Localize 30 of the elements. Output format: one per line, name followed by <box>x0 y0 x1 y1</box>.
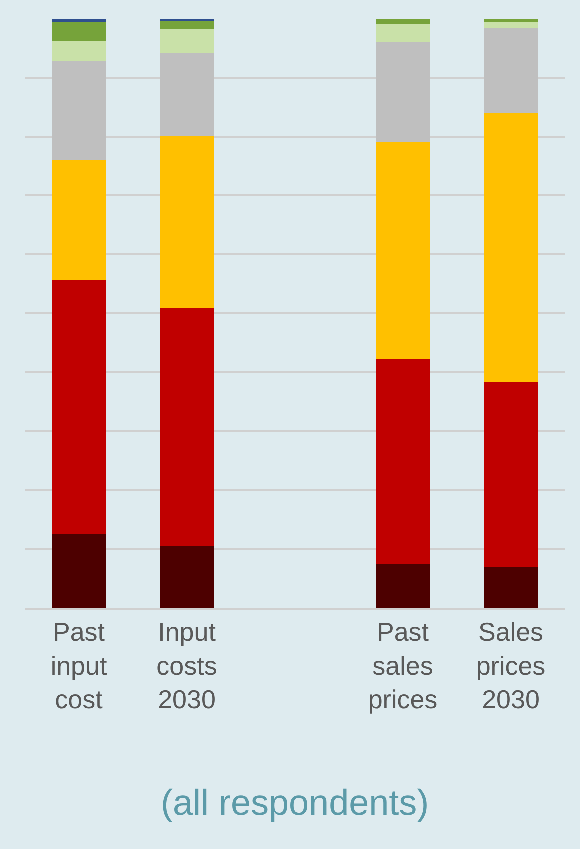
bar <box>376 564 430 608</box>
bar <box>484 28 538 114</box>
bar <box>160 29 214 54</box>
bar <box>376 24 430 43</box>
x-tick-label: Sales prices 2030 <box>476 616 546 715</box>
bar <box>160 136 214 308</box>
bar <box>484 22 538 28</box>
bar <box>52 22 106 42</box>
bar <box>484 566 538 608</box>
bar <box>52 280 106 534</box>
bar <box>52 61 106 160</box>
bar <box>484 382 538 567</box>
bar <box>52 41 106 62</box>
bar <box>376 359 430 564</box>
bar <box>484 113 538 382</box>
bar <box>160 20 214 30</box>
bar <box>52 19 106 23</box>
x-tick-label: Past input cost <box>50 616 108 715</box>
x-tick-label: Input costs 2030 <box>156 616 218 715</box>
bar <box>160 546 214 608</box>
text: (all respondents) <box>161 782 430 823</box>
bar <box>52 534 106 608</box>
bar <box>160 308 214 546</box>
bar <box>484 19 538 22</box>
bar <box>376 42 430 143</box>
bar <box>376 142 430 360</box>
bar <box>376 19 430 24</box>
x-tick-label: Past sales prices <box>368 616 438 715</box>
bar <box>160 53 214 136</box>
bar <box>52 160 106 280</box>
